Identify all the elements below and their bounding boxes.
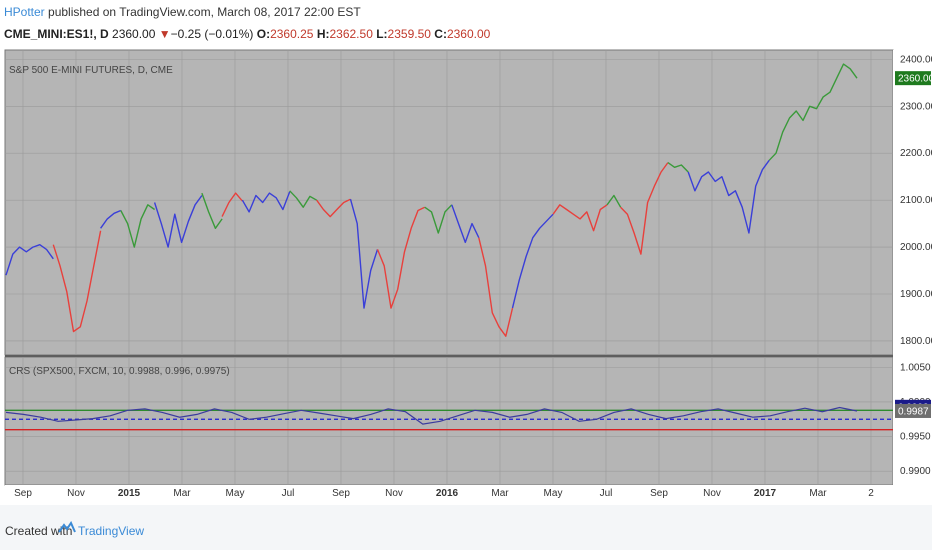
price-tick-label: 1900.00 (900, 289, 932, 300)
price-segment-4 (120, 204, 155, 248)
price-segment-3 (100, 209, 122, 229)
price-tick-label: 2300.00 (900, 101, 932, 112)
time-tick-label: Nov (385, 488, 403, 499)
crs-tick-label: 0.9950 (900, 432, 931, 443)
price-change: −0.25 (−0.01%) (170, 27, 254, 41)
tradingview-logo-icon (58, 521, 76, 533)
publish-date: published on TradingView.com, March 08, … (44, 5, 361, 19)
time-tick-label: Jul (600, 488, 613, 499)
price-segment-13 (424, 204, 453, 234)
price-segment-21 (687, 159, 770, 234)
time-tick-label: Sep (14, 488, 32, 499)
price-segment-16 (511, 213, 554, 309)
price-segment-20 (667, 162, 689, 173)
price-segment-6 (201, 192, 223, 230)
time-tick-label: Sep (332, 488, 350, 499)
price-segment-10 (316, 198, 351, 218)
high-value: 2362.50 (329, 27, 373, 41)
price-axis[interactable] (893, 50, 931, 499)
time-tick-label: May (544, 488, 563, 499)
price-segment-14 (451, 204, 480, 244)
price-segment-15 (478, 237, 514, 337)
ohlc-legend: CME_MINI:ES1!, D 2360.00 ▼−0.25 (−0.01%)… (4, 27, 490, 41)
close-label: C: (434, 27, 447, 41)
price-segment-18 (606, 194, 622, 208)
publish-info: HPotter published on TradingView.com, Ma… (4, 5, 361, 19)
price-segment-5 (153, 195, 203, 248)
price-tick-label: 2200.00 (900, 148, 932, 159)
time-tick-label: Nov (703, 488, 721, 499)
price-segment-8 (241, 191, 291, 213)
down-arrow-icon: ▼ (158, 27, 171, 41)
low-value: 2359.50 (387, 27, 431, 41)
high-label: H: (316, 27, 330, 41)
time-tick-label: Sep (650, 488, 668, 499)
crs-tick-label: 0.9900 (900, 466, 931, 477)
created-with-label: Created with (5, 524, 73, 538)
last-price-tag: 2360.00 (898, 74, 932, 85)
time-tick-label: May (226, 488, 245, 499)
price-segment-17 (552, 204, 608, 232)
price-segment-2 (52, 230, 102, 333)
price-tick-label: 2400.00 (900, 54, 932, 65)
time-tick-label: 2015 (118, 488, 141, 499)
price-tick-label: 2000.00 (900, 242, 932, 253)
open-label: O: (256, 27, 271, 41)
time-tick-label: Mar (491, 488, 509, 499)
price-segment-9 (289, 190, 318, 208)
time-tick-label: Mar (173, 488, 191, 499)
chart-area[interactable]: 2400.00 2300.00 2200.00 2100.00 2000.00 1900.… (0, 0, 932, 505)
crs-tick-label: 1.0050 (900, 362, 931, 373)
open-value: 2360.25 (270, 27, 314, 41)
footer: Created with TradingView (0, 505, 932, 550)
tradingview-link[interactable]: TradingView (78, 524, 145, 538)
time-tick-label: Mar (809, 488, 827, 499)
price-tick-label: 1800.00 (900, 336, 932, 347)
time-tick-label: 2016 (436, 488, 459, 499)
last-price-tag-bg (895, 71, 931, 86)
time-tick-label: 2 (868, 488, 874, 499)
price-segment-7 (221, 192, 243, 217)
time-tick-label: Jul (282, 488, 295, 499)
author-link[interactable]: HPotter (4, 5, 45, 19)
price-segment-19 (620, 162, 669, 255)
time-tick-label: Nov (67, 488, 85, 499)
price-pane[interactable] (4, 49, 894, 356)
price-segment-1 (5, 243, 54, 276)
crs-level-tag-bg (895, 403, 931, 418)
crs-line (5, 406, 858, 425)
time-axis[interactable] (5, 485, 893, 499)
indicator-title: CRS (SPX500, FXCM, 10, 0.9988, 0.996, 0.… (9, 366, 230, 377)
price-segment-22 (768, 63, 858, 161)
price-pane-title: S&P 500 E-MINI FUTURES, D, CME (9, 65, 173, 76)
indicator-pane[interactable] (4, 356, 894, 486)
last-price: 2360.00 (112, 27, 156, 41)
price-segment-11 (349, 199, 379, 309)
low-label: L: (376, 27, 388, 41)
close-value: 2360.00 (446, 27, 491, 41)
crs-level-tag: 0.9987 (898, 406, 929, 417)
price-segment-12 (376, 206, 426, 309)
price-tick-label: 2100.00 (900, 195, 932, 206)
symbol-label[interactable]: CME_MINI:ES1!, D (4, 27, 109, 41)
time-tick-label: 2017 (754, 488, 777, 499)
